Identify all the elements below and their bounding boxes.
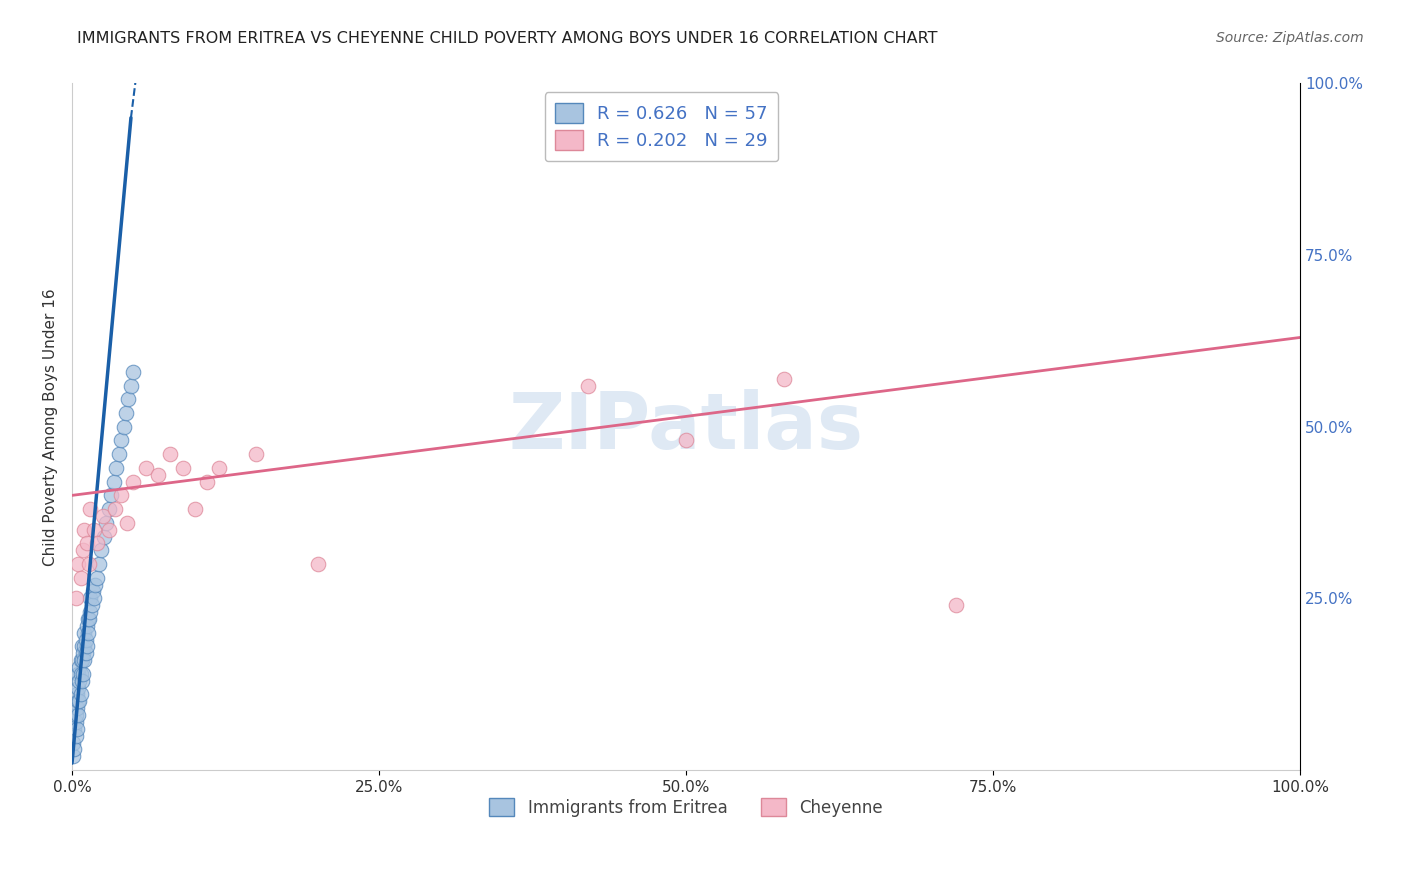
Point bbox=[76, 640, 98, 654]
Point bbox=[84, 577, 107, 591]
Point bbox=[120, 378, 142, 392]
Point bbox=[65, 591, 87, 606]
Point bbox=[69, 688, 91, 702]
Point bbox=[110, 488, 132, 502]
Point bbox=[67, 673, 90, 688]
Point bbox=[67, 681, 90, 695]
Point bbox=[65, 708, 87, 723]
Point bbox=[100, 488, 122, 502]
Point bbox=[105, 461, 128, 475]
Point bbox=[117, 392, 139, 407]
Point bbox=[82, 584, 104, 599]
Text: IMMIGRANTS FROM ERITREA VS CHEYENNE CHILD POVERTY AMONG BOYS UNDER 16 CORRELATIO: IMMIGRANTS FROM ERITREA VS CHEYENNE CHIL… bbox=[77, 31, 938, 46]
Point bbox=[135, 461, 157, 475]
Point bbox=[80, 599, 103, 613]
Point bbox=[67, 557, 90, 571]
Point bbox=[65, 714, 87, 729]
Point bbox=[72, 646, 94, 660]
Legend: Immigrants from Eritrea, Cheyenne: Immigrants from Eritrea, Cheyenne bbox=[482, 791, 890, 823]
Point bbox=[307, 557, 329, 571]
Point bbox=[73, 625, 96, 640]
Point bbox=[117, 516, 139, 530]
Point bbox=[70, 673, 93, 688]
Point bbox=[63, 722, 86, 736]
Point bbox=[62, 735, 84, 749]
Point bbox=[70, 653, 93, 667]
Point bbox=[62, 749, 84, 764]
Point bbox=[75, 632, 97, 647]
Y-axis label: Child Poverty Among Boys Under 16: Child Poverty Among Boys Under 16 bbox=[44, 288, 58, 566]
Point bbox=[79, 591, 101, 606]
Point bbox=[83, 591, 105, 606]
Point bbox=[107, 447, 129, 461]
Point bbox=[83, 523, 105, 537]
Text: ZIPatlas: ZIPatlas bbox=[509, 389, 863, 465]
Point bbox=[79, 502, 101, 516]
Point bbox=[63, 742, 86, 756]
Point bbox=[79, 605, 101, 619]
Point bbox=[66, 722, 89, 736]
Point bbox=[73, 653, 96, 667]
Point bbox=[773, 372, 796, 386]
Point bbox=[72, 543, 94, 558]
Point bbox=[159, 447, 181, 461]
Point bbox=[172, 461, 194, 475]
Point bbox=[76, 536, 98, 550]
Point bbox=[945, 599, 967, 613]
Point bbox=[91, 508, 114, 523]
Point bbox=[184, 502, 207, 516]
Point bbox=[115, 406, 138, 420]
Point bbox=[86, 536, 108, 550]
Point bbox=[69, 666, 91, 681]
Point bbox=[70, 640, 93, 654]
Point bbox=[93, 530, 115, 544]
Point bbox=[67, 666, 90, 681]
Point bbox=[576, 378, 599, 392]
Point bbox=[122, 475, 145, 489]
Point bbox=[146, 467, 169, 482]
Point bbox=[110, 434, 132, 448]
Point bbox=[69, 653, 91, 667]
Point bbox=[65, 729, 87, 743]
Point bbox=[245, 447, 267, 461]
Point bbox=[67, 708, 90, 723]
Point bbox=[67, 694, 90, 708]
Point bbox=[104, 502, 127, 516]
Point bbox=[96, 516, 118, 530]
Point bbox=[77, 625, 100, 640]
Point bbox=[67, 660, 90, 674]
Point bbox=[77, 557, 100, 571]
Point bbox=[75, 646, 97, 660]
Point bbox=[208, 461, 231, 475]
Point bbox=[112, 419, 135, 434]
Point bbox=[87, 557, 110, 571]
Point bbox=[73, 640, 96, 654]
Point bbox=[66, 701, 89, 715]
Point bbox=[76, 619, 98, 633]
Point bbox=[73, 523, 96, 537]
Point bbox=[77, 612, 100, 626]
Point bbox=[72, 666, 94, 681]
Point bbox=[675, 434, 697, 448]
Point bbox=[103, 475, 125, 489]
Point bbox=[86, 571, 108, 585]
Point bbox=[90, 543, 112, 558]
Point bbox=[67, 694, 90, 708]
Point bbox=[77, 612, 100, 626]
Point bbox=[66, 688, 89, 702]
Text: Source: ZipAtlas.com: Source: ZipAtlas.com bbox=[1216, 31, 1364, 45]
Point bbox=[69, 571, 91, 585]
Point bbox=[195, 475, 218, 489]
Point bbox=[122, 365, 145, 379]
Point bbox=[97, 502, 120, 516]
Point bbox=[97, 523, 120, 537]
